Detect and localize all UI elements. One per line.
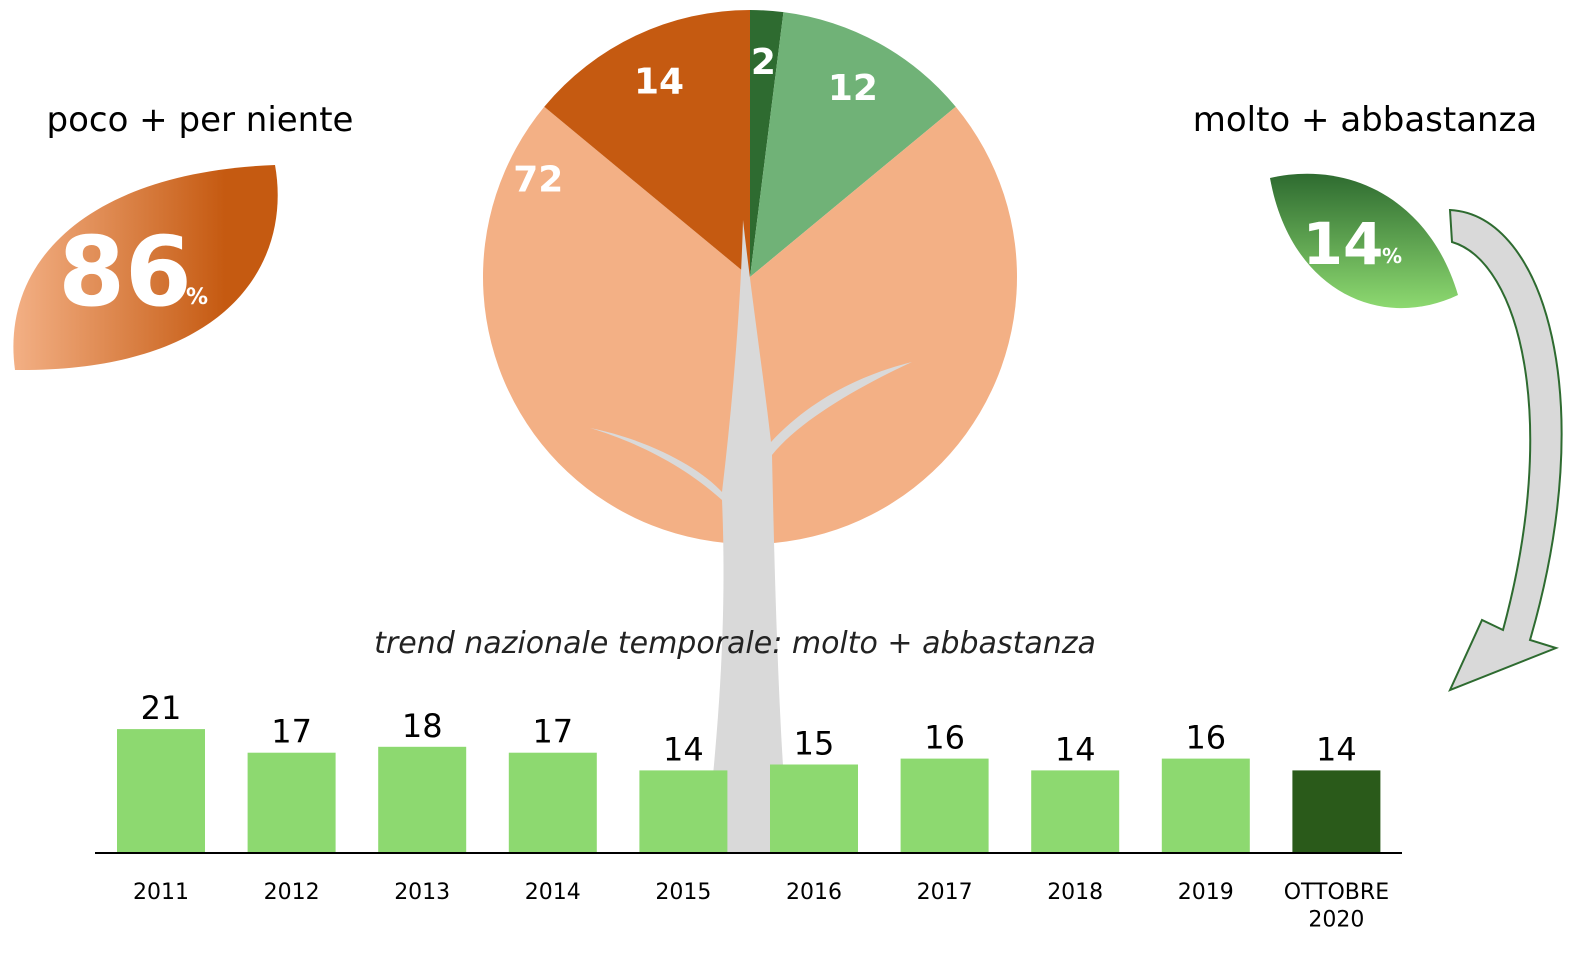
- bar: [378, 747, 466, 853]
- x-tick-label: 2019: [1178, 880, 1234, 905]
- x-tick-label: 2018: [1047, 880, 1103, 905]
- left-unit: %: [186, 285, 208, 310]
- bar: [770, 765, 858, 854]
- value-label: 17: [532, 713, 573, 751]
- bar: [248, 753, 336, 853]
- pie-label: 14: [634, 62, 684, 103]
- value-label: 16: [924, 719, 965, 757]
- value-label: 18: [402, 707, 443, 745]
- bar: [1031, 770, 1119, 853]
- left-value: 86: [58, 216, 192, 328]
- value-label: 14: [663, 730, 704, 768]
- right-label: molto + abbastanza: [1193, 100, 1538, 140]
- bar: [1292, 770, 1380, 853]
- value-label: 16: [1185, 719, 1226, 757]
- left-label: poco + per niente: [47, 100, 354, 140]
- pie-label: 12: [828, 68, 878, 109]
- value-label: 14: [1055, 730, 1096, 768]
- value-label: 17: [271, 713, 312, 751]
- bar: [1162, 759, 1250, 853]
- x-tick-label: 2014: [525, 880, 581, 905]
- x-tick-label: 2015: [655, 880, 711, 905]
- pie-label: 2: [751, 42, 776, 83]
- bar: [117, 729, 205, 853]
- value-label: 14: [1316, 730, 1357, 768]
- value-label: 21: [141, 689, 182, 727]
- x-tick-label: 2016: [786, 880, 842, 905]
- x-tick-label: 2013: [394, 880, 450, 905]
- pie-label: 72: [513, 159, 563, 200]
- bar: [509, 753, 597, 853]
- x-tick-label: 2017: [917, 880, 973, 905]
- bar: [901, 759, 989, 853]
- bar: [639, 770, 727, 853]
- bar-subtitle: trend nazionale temporale: molto + abbas…: [374, 626, 1096, 661]
- arrow: [1450, 210, 1562, 690]
- value-label: 15: [794, 725, 835, 763]
- right-unit: %: [1382, 244, 1402, 268]
- x-tick-label: 2012: [264, 880, 320, 905]
- x-tick-label: 2011: [133, 880, 189, 905]
- infographic: 2127214 poco + per niente 86 % molto + a…: [0, 0, 1596, 955]
- right-value: 14: [1303, 210, 1384, 278]
